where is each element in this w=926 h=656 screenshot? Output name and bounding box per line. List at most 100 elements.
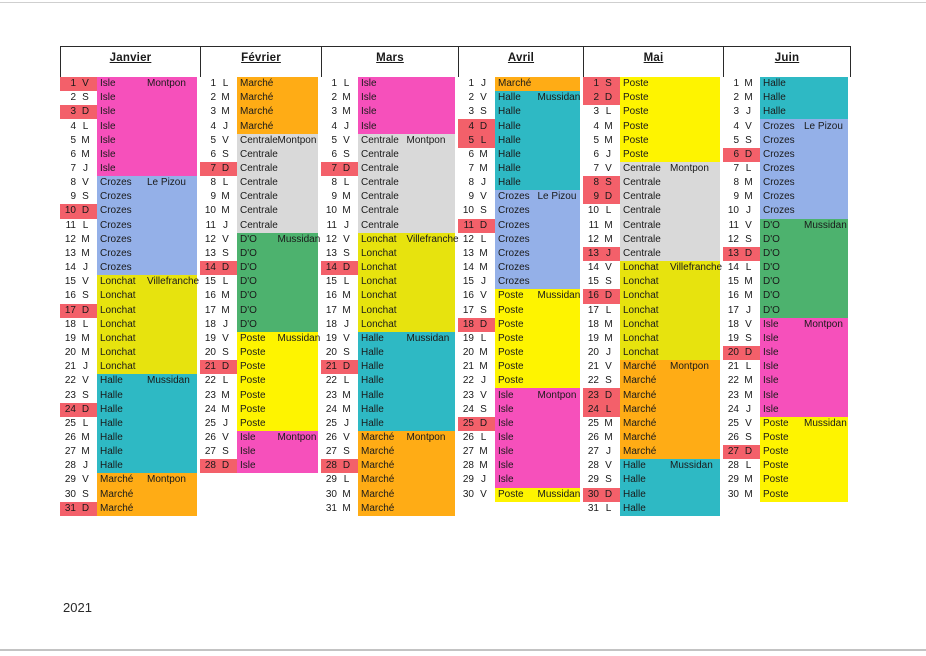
day-row: 8 V Crozes Le Pizou — [60, 176, 200, 191]
pharmacy-name: Poste — [498, 347, 524, 359]
pharmacy-name: Isle — [498, 403, 514, 415]
day-row: 11 L Crozes — [60, 218, 200, 233]
day-letter: M — [342, 488, 351, 500]
day-letter: S — [82, 191, 89, 203]
pharmacy-cell: D'O Mussidan — [237, 232, 320, 247]
day-letter: L — [605, 502, 612, 514]
day-cell: 14 J — [60, 261, 97, 275]
day-letter: M — [221, 106, 230, 118]
pharmacy-cell: Halle — [358, 416, 455, 431]
day-row: 4 L Isle — [60, 119, 200, 134]
day-row: 13 D D'O — [723, 246, 851, 262]
day-number: 18 — [587, 318, 599, 330]
day-row: 2 D Poste — [583, 91, 723, 106]
day-row: 21 D Halle — [321, 360, 458, 375]
day-row: 5 M Poste — [583, 133, 723, 148]
day-letter: M — [221, 290, 230, 302]
pharmacy-cell: Halle — [495, 133, 580, 148]
day-row: 15 L D'O — [200, 275, 321, 290]
day-number: 27 — [64, 446, 76, 458]
day-row: 29 V Marché Montpon — [60, 473, 200, 488]
pharmacy-name: Crozes — [498, 219, 530, 231]
pharmacy-name: Marché — [100, 474, 134, 486]
pharmacy-cell: D'O — [237, 303, 318, 318]
pharmacy-cell: Marché — [620, 445, 720, 460]
day-letter: D — [744, 446, 753, 458]
day-number: 18 — [325, 318, 337, 330]
pharmacy-name: Crozes — [498, 233, 530, 245]
day-row: 23 M Poste — [200, 388, 321, 403]
pharmacy-cell: Centrale — [237, 204, 318, 219]
pharmacy-name: Poste — [240, 389, 266, 401]
day-number: 18 — [204, 318, 216, 330]
day-letter: M — [604, 332, 613, 344]
day-row: 6 M Halle — [458, 147, 583, 162]
pharmacy-cell: Marché — [620, 388, 720, 403]
month-name-label: Avril — [507, 52, 535, 64]
pharmacy-name: Lonchat — [361, 247, 397, 259]
day-number: 24 — [64, 403, 76, 415]
pharmacy-cell: Halle Mussidan — [358, 331, 455, 346]
pharmacy-name: D'O — [763, 247, 780, 259]
day-cell: 26 V — [321, 431, 358, 445]
day-letter: S — [480, 205, 487, 217]
pharmacy-name: Isle — [763, 375, 779, 387]
day-row: 23 D Marché — [583, 388, 723, 403]
pharmacy-cell: Marché — [495, 77, 580, 92]
pharmacy-name: Poste — [498, 304, 524, 316]
day-cell: 25 L — [60, 417, 97, 431]
pharmacy-cell: Marché — [237, 105, 318, 120]
day-cell: 29 V — [60, 473, 97, 487]
day-letter: M — [221, 205, 230, 217]
pharmacy-cell: Lonchat — [358, 317, 455, 332]
day-letter: M — [342, 304, 351, 316]
day-letter: L — [605, 106, 612, 118]
day-letter: J — [481, 78, 486, 90]
pharmacy-cell: Centrale — [358, 204, 455, 219]
day-row: 9 M Centrale — [321, 190, 458, 205]
scan-edge-top — [0, 2, 926, 3]
pharmacy-name: Poste — [763, 417, 789, 429]
day-letter: V — [605, 163, 612, 175]
pharmacy-cell: Isle — [760, 402, 848, 417]
day-row: 5 V Centrale Montpon — [321, 133, 458, 148]
day-letter: L — [82, 318, 89, 330]
pharmacy-name: Halle — [763, 92, 786, 104]
day-row: 12 V D'O Mussidan — [200, 232, 321, 247]
pharmacy-name: Isle — [763, 403, 779, 415]
day-cell: 13 S — [321, 247, 358, 261]
pharmacy-name: Centrale — [623, 191, 661, 203]
day-letter: J — [606, 247, 611, 259]
pharmacy-cell: Crozes — [760, 176, 848, 191]
day-row: 4 D Halle — [458, 119, 583, 134]
holiday-day-cell: 30 D — [583, 487, 620, 502]
day-letter: S — [605, 375, 612, 387]
day-row: 14 J Crozes — [60, 261, 200, 276]
pharmacy-name: Poste — [763, 488, 789, 500]
day-row: 26 M Marché — [583, 430, 723, 446]
day-number: 28 — [204, 460, 216, 472]
day-cell: 23 S — [60, 388, 97, 402]
month-column-janvier: Janvier 1 V Isle Montpon 2 S Isle 3 D Isle 4 L Isle 5 M… — [60, 46, 200, 516]
pharmacy-cell: Poste — [760, 459, 848, 474]
day-row: 20 S Halle — [321, 345, 458, 361]
pharmacy-cell: Halle — [358, 345, 455, 361]
day-number: 1 — [70, 78, 76, 90]
pharmacy-cell: Isle — [760, 374, 848, 389]
pharmacy-name: Marché — [361, 431, 395, 443]
pharmacy-name: Isle — [100, 92, 116, 104]
day-number: 4 — [593, 120, 599, 132]
day-row: 14 D D'O — [200, 261, 321, 276]
day-row: 24 M Halle — [321, 402, 458, 417]
pharmacy-cell: Isle — [358, 119, 455, 134]
day-row: 15 L Lonchat — [321, 275, 458, 290]
day-number: 5 — [468, 134, 474, 146]
day-row: 11 M Centrale — [583, 218, 723, 233]
